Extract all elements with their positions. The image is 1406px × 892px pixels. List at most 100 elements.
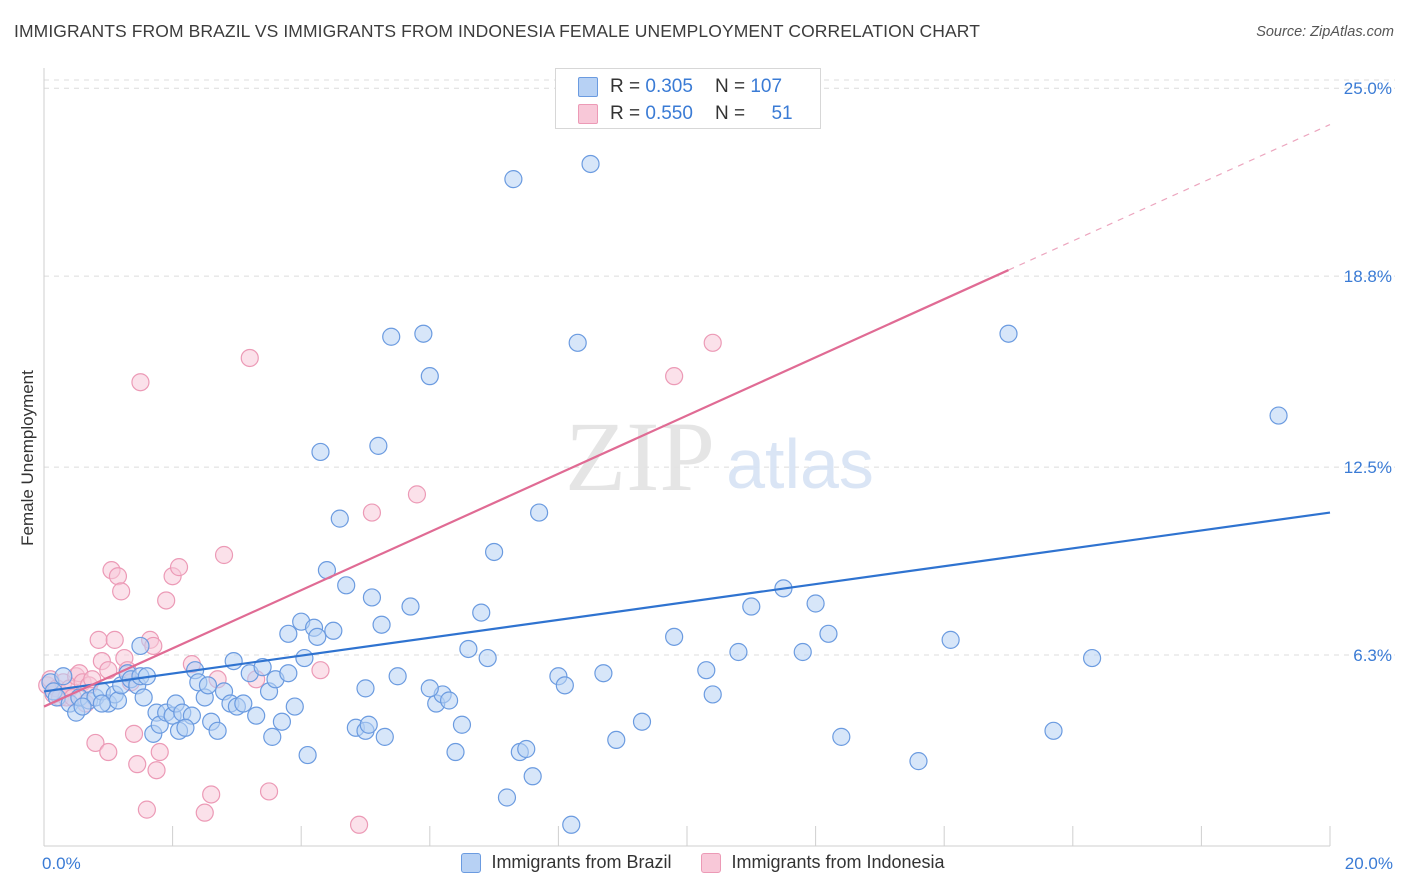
brazil-point [414,324,433,343]
indonesia-point [362,503,382,522]
brazil-point [73,697,92,716]
brazil-swatch [578,77,598,97]
legend-item-brazil[interactable]: Immigrants from Brazil [461,852,671,873]
indonesia-point [105,630,124,649]
watermark-zip: ZIP [565,401,715,512]
indonesia-point [124,724,144,743]
brazil-point [472,603,491,622]
indonesia-point [214,545,234,565]
indonesia-point [112,582,131,601]
x-tick-label-min: 0.0% [42,854,81,873]
brazil-trendline [43,511,1331,693]
brazil-point [446,742,465,762]
brazil-point [1269,406,1288,425]
brazil-point [742,597,761,616]
brazil-point [478,648,497,668]
indonesia-point [108,567,128,586]
indonesia-point [240,348,259,368]
brazil-point [562,815,581,834]
brazil-point [263,727,282,746]
brazil-point [452,715,472,734]
brazil-point [420,679,439,698]
brazil-point [54,667,73,686]
indonesia-point [703,333,722,352]
brazil-point [234,694,253,713]
indonesia-point [665,367,684,386]
brazil-r-label: R = [610,76,641,97]
brazil-point [729,642,748,662]
brazil-point [1082,648,1102,668]
brazil-point [131,636,150,656]
brazil-point [909,752,928,771]
brazil-point [632,712,652,731]
brazil-point [176,718,195,737]
indonesia-r-value: 0.550 [645,103,693,124]
brazil-point [324,621,343,640]
brazil-point [208,721,227,740]
y-tick-label: 12.5% [1344,458,1392,477]
brazil-point [272,712,292,731]
brazil-point [285,697,304,716]
brazil-point [523,767,542,786]
brazil-n-value: 107 [750,76,783,97]
grid-layer [44,79,1395,656]
watermark-atlas: atlas [726,425,874,503]
x-tick-label-max: 20.0% [1345,854,1393,873]
series-legend: Immigrants from Brazil Immigrants from I… [0,852,1406,873]
indonesia-point [147,761,166,780]
source-credit: Source: ZipAtlas.com [1256,24,1394,40]
brazil-point [517,739,536,759]
watermark: ZIP atlas [565,401,874,512]
indonesia-point [169,558,189,577]
brazil-point [594,664,613,683]
brazil-point [581,154,600,174]
trend-layer [43,124,1331,708]
indonesia-r-label: R = [610,103,641,124]
brazil-point [108,691,128,710]
indonesia-point [157,591,176,610]
indonesia-swatch [578,104,598,124]
label-layer: 6.3% 12.5% 18.8% 25.0% 0.0% 20.0% Female Unemp… [18,79,1393,873]
indonesia-point [99,742,118,762]
brazil-point [372,615,391,634]
indonesia-trendline [43,269,1009,708]
brazil-point [485,542,504,562]
legend-brazil-label: Immigrants from Brazil [491,852,672,872]
brazil-point [224,651,243,671]
indonesia-point [311,661,330,680]
brazil-point [369,436,388,455]
indonesia-point [128,755,147,774]
brazil-point [439,691,459,710]
y-tick-label: 18.8% [1344,267,1392,286]
brazil-point [459,639,478,659]
indonesia-point [89,630,108,649]
y-tick-label: 25.0% [1344,79,1392,98]
brazil-point [330,509,349,528]
indonesia-point [131,373,150,392]
brazil-point [1044,721,1063,740]
brazil-point [362,588,382,607]
brazil-point [388,667,407,686]
legend-item-indonesia[interactable]: Immigrants from Indonesia [701,852,945,873]
indonesia-point [195,803,214,822]
brazil-point [607,730,626,750]
brazil-point [697,661,716,680]
brazil-point [401,597,420,616]
brazil-r-value: 0.305 [645,76,693,97]
brazil-point [832,727,851,746]
brazil-point [555,676,574,695]
brazil-point [420,367,439,386]
brazil-point [308,627,327,646]
brazil-point [382,327,401,346]
indonesia-point [99,661,118,680]
y-axis-title: Female Unemployment [18,370,37,546]
brazil-series [41,154,1288,834]
brazil-point [703,685,722,704]
brazil-point [298,745,317,765]
legend-row-brazil: R = 0.305 N = 107 [578,75,782,99]
brazil-point [793,642,812,662]
brazil-point [253,658,272,677]
legend-indonesia-swatch [701,852,722,873]
brazil-point [356,679,375,698]
brazil-point [530,503,549,522]
